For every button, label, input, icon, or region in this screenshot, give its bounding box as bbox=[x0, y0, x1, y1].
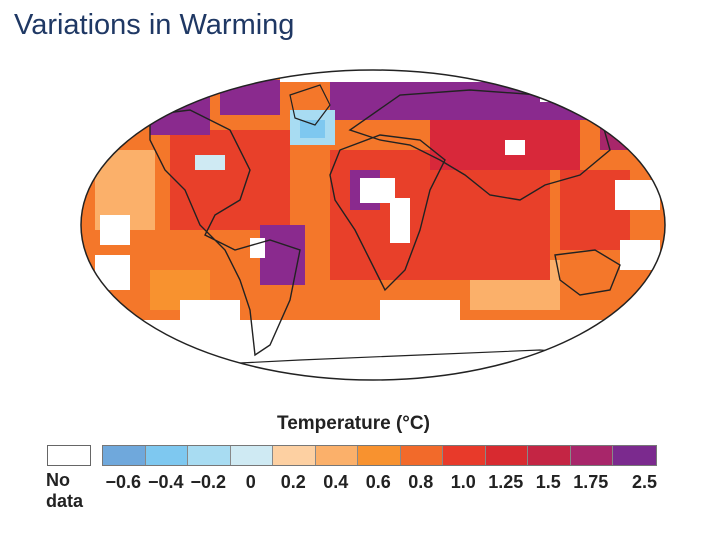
scale-swatch bbox=[188, 446, 231, 465]
scale-tick-label: 0 bbox=[245, 472, 256, 492]
scale-tick-label: 1.75 bbox=[573, 472, 609, 492]
map-border bbox=[80, 69, 666, 381]
color-scale-bar bbox=[102, 445, 657, 466]
warm-patch bbox=[170, 130, 290, 230]
scale-tick-label: −0.6 bbox=[105, 472, 142, 492]
no-data-area bbox=[505, 140, 525, 155]
scale-tick-label: 0.6 bbox=[365, 472, 391, 492]
no-data-area bbox=[95, 255, 130, 290]
scale-swatch bbox=[315, 446, 358, 465]
scale-tick-label: 0.2 bbox=[280, 472, 306, 492]
coastline-australia bbox=[554, 249, 621, 296]
very-hot-patch bbox=[260, 225, 305, 285]
no-data-label: No data bbox=[46, 470, 84, 511]
no-data-area bbox=[380, 300, 460, 325]
scale-swatch bbox=[358, 446, 401, 465]
very-hot-patch bbox=[220, 80, 280, 115]
scale-tick-label: 1.25 bbox=[488, 472, 524, 492]
no-data-area bbox=[620, 240, 660, 270]
coastline-eurasia bbox=[348, 89, 611, 201]
scale-tick-label: 1.5 bbox=[535, 472, 561, 492]
scale-swatch bbox=[570, 446, 613, 465]
scale-swatch bbox=[613, 446, 656, 465]
coastline-africa bbox=[329, 134, 446, 292]
scale-swatch bbox=[443, 446, 486, 465]
no-data-sahara bbox=[390, 198, 410, 243]
no-data-area bbox=[250, 238, 265, 258]
scale-swatch bbox=[145, 446, 188, 465]
slide-title: Variations in Warming bbox=[14, 9, 295, 41]
no-data-area bbox=[615, 180, 660, 210]
scale-swatch bbox=[485, 446, 528, 465]
coastline-americas bbox=[149, 109, 301, 357]
scale-swatch bbox=[400, 446, 443, 465]
no-data-area bbox=[100, 215, 130, 245]
scale-tick-label: −0.2 bbox=[190, 472, 227, 492]
scale-tick-label: 0.8 bbox=[408, 472, 434, 492]
scale-swatch bbox=[230, 446, 273, 465]
coastline-greenland bbox=[289, 84, 331, 126]
no-data-swatch bbox=[47, 445, 91, 466]
scale-tick-label: 1.0 bbox=[450, 472, 476, 492]
no-data-sahara bbox=[360, 178, 395, 203]
scale-tick-label: −0.4 bbox=[147, 472, 184, 492]
scale-swatch bbox=[273, 446, 316, 465]
no-data-area bbox=[180, 300, 240, 330]
very-hot-patch bbox=[600, 110, 640, 150]
no-data-arctic bbox=[280, 70, 580, 82]
scale-tick-label: 2.5 bbox=[631, 472, 658, 492]
no-data-arctic bbox=[540, 82, 600, 102]
cool-patch bbox=[195, 155, 225, 170]
world-map bbox=[80, 69, 666, 381]
scale-swatch bbox=[528, 446, 571, 465]
legend-title: Temperature (°C) bbox=[277, 413, 430, 434]
scale-swatch bbox=[103, 446, 146, 465]
scale-tick-label: 0.4 bbox=[323, 472, 349, 492]
temperature-grid bbox=[81, 70, 665, 380]
coolest-patch bbox=[300, 120, 325, 138]
